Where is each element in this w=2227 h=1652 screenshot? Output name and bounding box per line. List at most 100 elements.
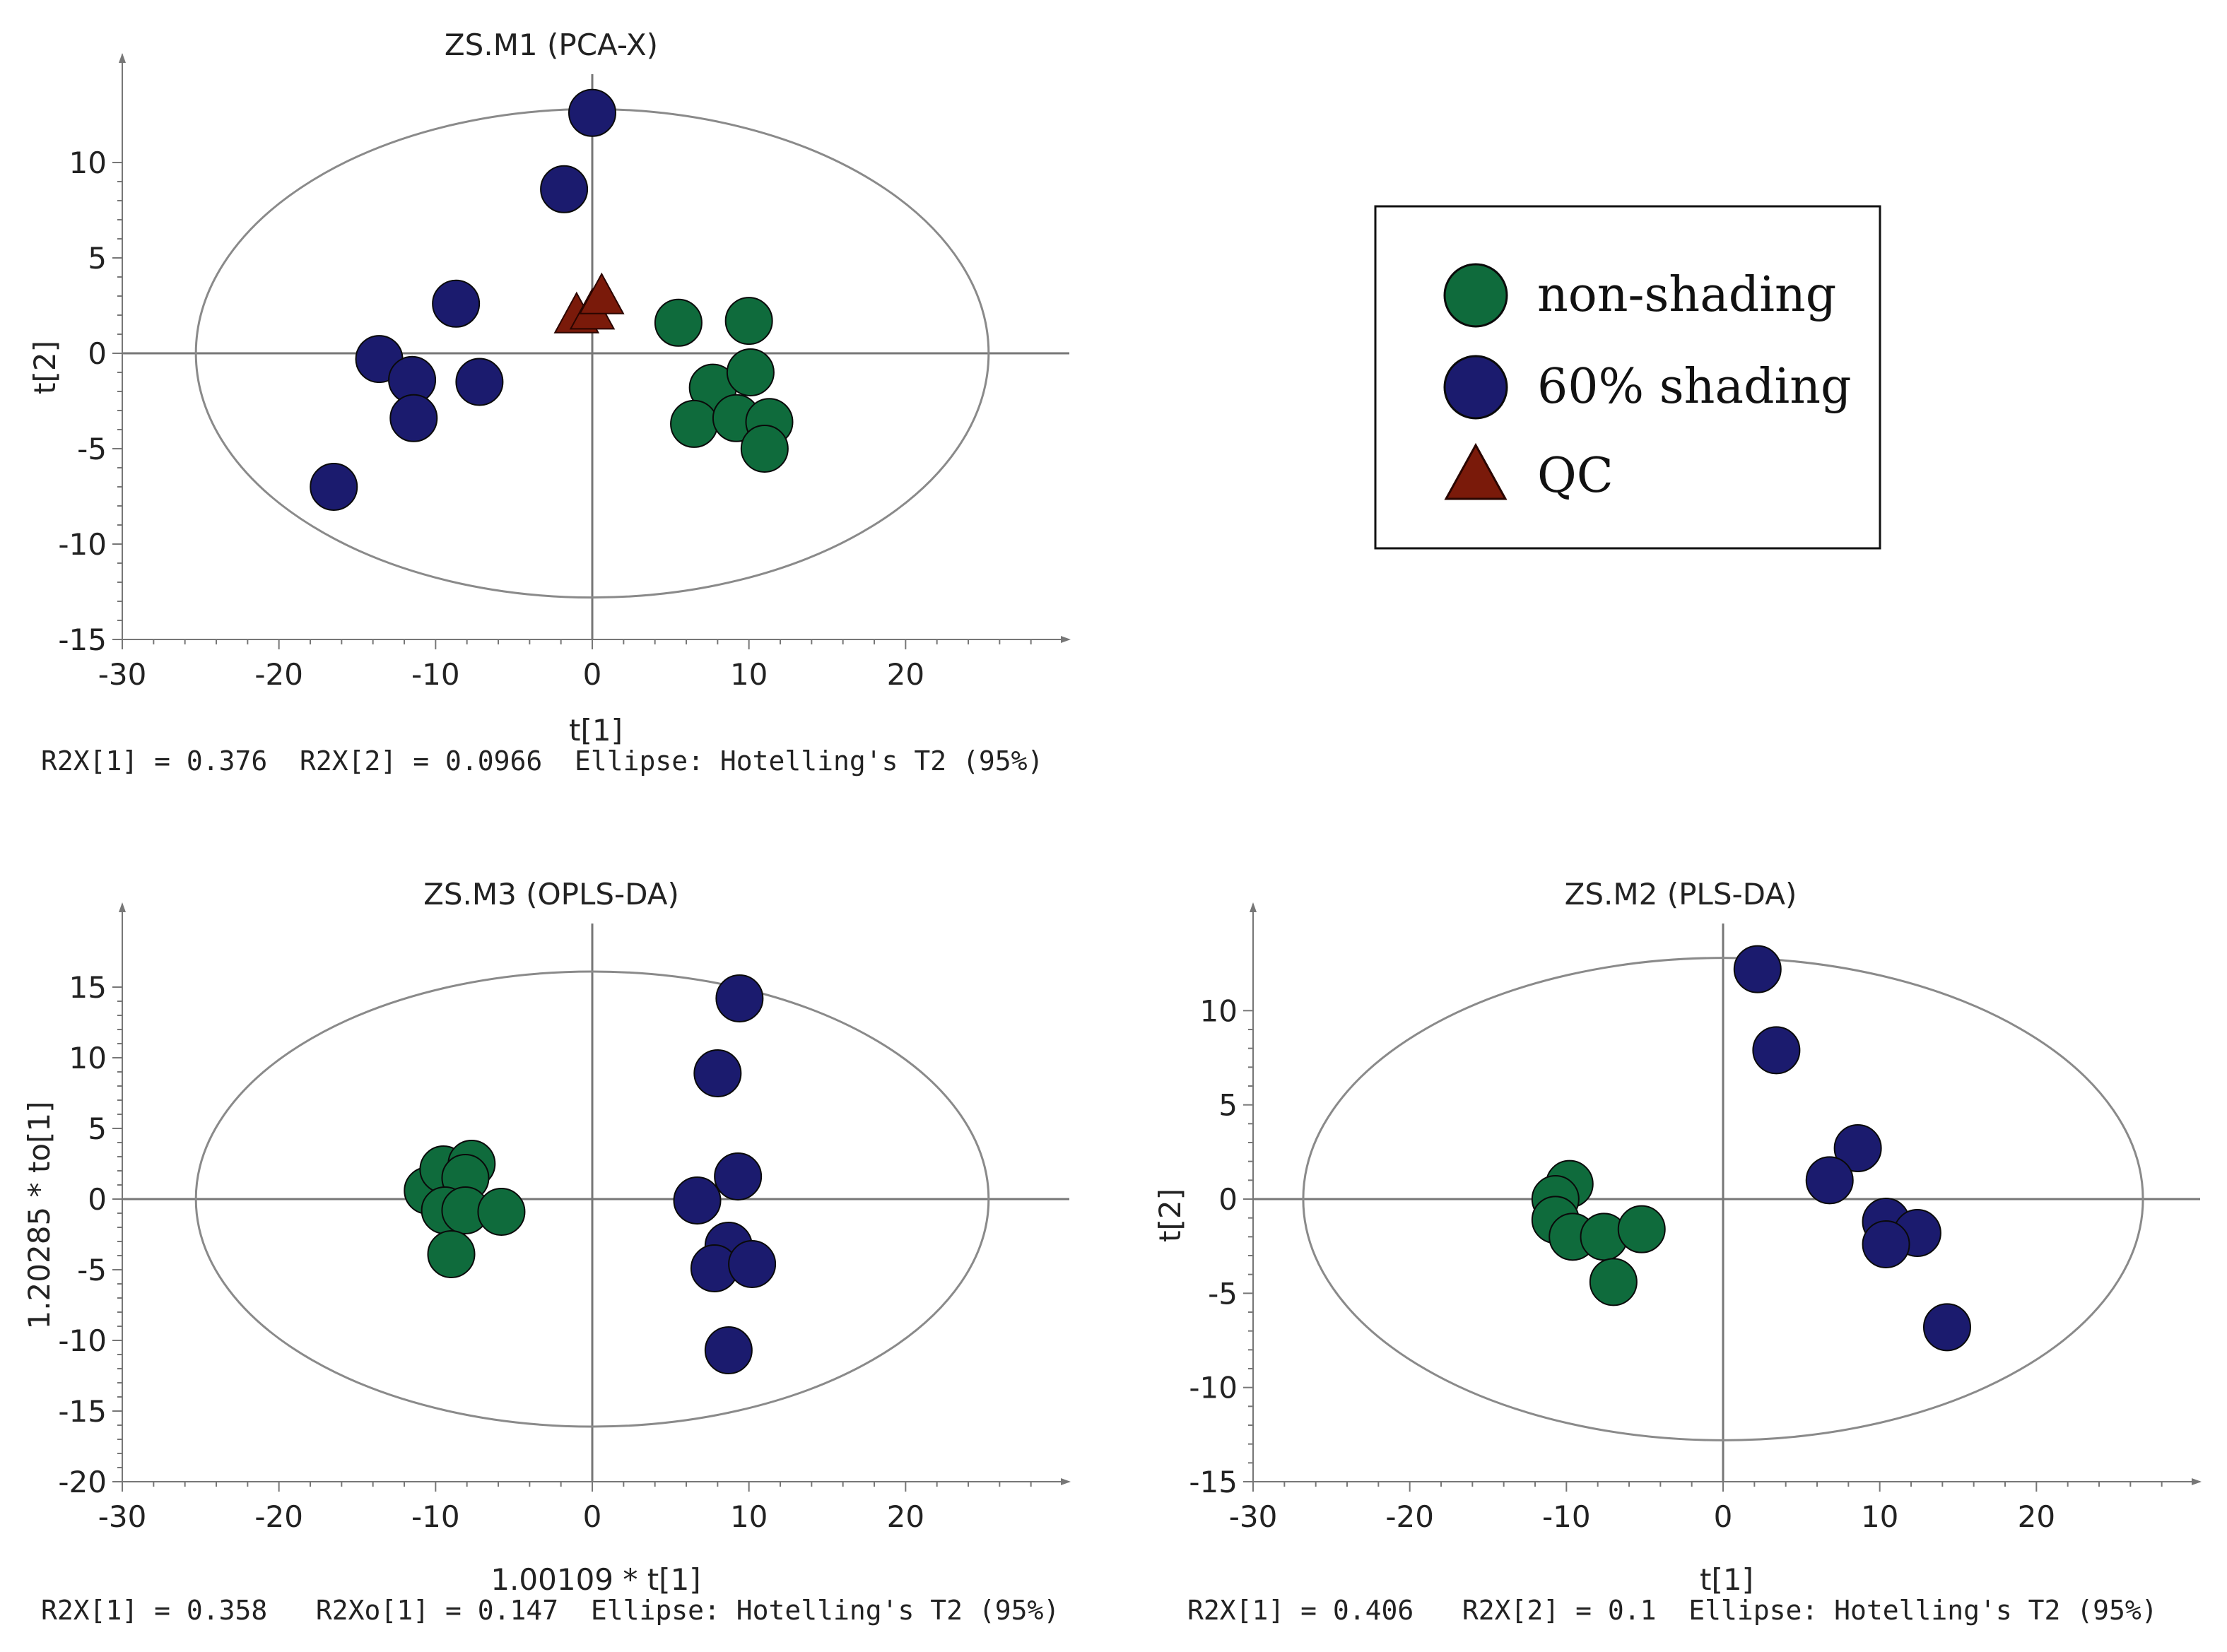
y-tick-label: 15 xyxy=(69,970,107,1005)
x-tick-label: 10 xyxy=(730,657,768,692)
pca-title: ZS.M1 (PCA-X) xyxy=(445,28,658,62)
point-shading-60 xyxy=(1733,945,1782,993)
legend-qc-label: QC xyxy=(1537,448,1614,504)
plsda-footer: R2X[1] = 0.406 R2X[2] = 0.1 Ellipse: Hot… xyxy=(1187,1595,2158,1626)
hotelling-ellipse xyxy=(1302,957,2144,1441)
plsda-chart: ZS.M2 (PLS-DA) -15 -10 -5 0 5 10 -30 -20 -10 0 10 2… xyxy=(1153,877,2202,1626)
point-shading-60 xyxy=(728,1240,777,1288)
plsda-y-label: t[2] xyxy=(1153,1188,1187,1242)
x-tick-label: -30 xyxy=(1229,1499,1278,1534)
pca-ticks: -15 -10 -5 0 5 10 -30 -20 -10 0 10 20 xyxy=(58,146,1032,692)
pca-chart: ZS.M1 (PCA-X) -15 -10 -5 0 5 10 -30 -20 -10 0 10 20… xyxy=(28,28,1071,777)
point-non-shading xyxy=(670,399,719,448)
x-tick-label: 20 xyxy=(2018,1499,2055,1534)
oplsda-points xyxy=(404,974,777,1374)
plsda-title: ZS.M2 (PLS-DA) xyxy=(1565,877,1797,911)
point-shading-60 xyxy=(704,1326,753,1374)
point-non-shading xyxy=(654,298,703,347)
x-tick-label: 20 xyxy=(887,657,924,692)
x-tick-label: -10 xyxy=(411,657,460,692)
pca-x-label: t[1] xyxy=(569,713,623,748)
point-shading-60 xyxy=(1922,1303,1971,1352)
point-non-shading xyxy=(427,1230,476,1278)
x-tick-label: 10 xyxy=(730,1499,768,1534)
y-tick-label: -15 xyxy=(58,1394,107,1429)
point-qc xyxy=(579,272,625,314)
y-tick-label: 10 xyxy=(69,146,107,180)
x-tick-label: -30 xyxy=(98,1499,147,1534)
point-non-shading xyxy=(726,348,775,396)
x-tick-label: 10 xyxy=(1861,1499,1898,1534)
y-tick-label: -5 xyxy=(77,1253,107,1287)
y-tick-label: 0 xyxy=(1218,1182,1238,1217)
plsda-x-label: t[1] xyxy=(1700,1562,1753,1597)
pca-footer: R2X[1] = 0.376 R2X[2] = 0.0966 Ellipse: … xyxy=(41,745,1043,777)
x-tick-label: -30 xyxy=(98,657,147,692)
point-non-shading xyxy=(724,297,773,346)
plsda-points xyxy=(1531,945,1971,1352)
point-shading-60 xyxy=(715,974,764,1022)
y-tick-label: -10 xyxy=(58,1323,107,1358)
y-tick-label: 5 xyxy=(88,241,107,276)
point-shading-60 xyxy=(693,1049,742,1097)
y-tick-label: -10 xyxy=(1189,1371,1238,1405)
y-tick-label: 0 xyxy=(88,1182,107,1217)
y-tick-label: -5 xyxy=(77,432,107,466)
point-shading-60 xyxy=(432,279,481,328)
x-tick-label: 0 xyxy=(1714,1499,1733,1534)
legend-non-shading-marker xyxy=(1443,263,1508,328)
y-tick-label: -10 xyxy=(58,527,107,562)
y-tick-label: 5 xyxy=(88,1111,107,1146)
x-tick-label: -20 xyxy=(1385,1499,1434,1534)
point-shading-60 xyxy=(455,358,504,406)
pca-axes xyxy=(119,53,1071,643)
oplsda-y-label: 1.20285 * to[1] xyxy=(22,1101,57,1329)
x-tick-label: 0 xyxy=(583,1499,602,1534)
point-shading-60 xyxy=(310,463,358,511)
point-shading-60 xyxy=(1862,1220,1910,1268)
y-tick-label: 0 xyxy=(88,336,107,371)
y-tick-label: 5 xyxy=(1218,1088,1238,1123)
legend: non-shading 60% shading QC xyxy=(1374,205,1881,550)
y-tick-label: 10 xyxy=(1200,993,1238,1028)
point-shading-60 xyxy=(714,1152,763,1200)
legend-non-shading-label: non-shading xyxy=(1537,267,1836,323)
point-non-shading xyxy=(1617,1205,1666,1253)
point-shading-60 xyxy=(540,165,589,213)
x-tick-label: -10 xyxy=(411,1499,460,1534)
x-tick-label: -20 xyxy=(254,1499,303,1534)
y-tick-label: -15 xyxy=(1189,1465,1238,1499)
oplsda-footer: R2X[1] = 0.358 R2Xo[1] = 0.147 Ellipse: … xyxy=(41,1595,1059,1626)
point-non-shading xyxy=(740,425,789,473)
x-tick-label: 0 xyxy=(583,657,602,692)
pca-points xyxy=(310,88,794,511)
y-tick-label: -20 xyxy=(58,1465,107,1499)
x-tick-label: 20 xyxy=(887,1499,924,1534)
point-shading-60 xyxy=(389,394,438,442)
legend-shading-marker xyxy=(1443,355,1508,420)
y-tick-label: -15 xyxy=(58,623,107,657)
x-tick-label: -10 xyxy=(1542,1499,1591,1534)
oplsda-title: ZS.M3 (OPLS-DA) xyxy=(423,877,679,911)
oplsda-x-label: 1.00109 * t[1] xyxy=(490,1562,700,1597)
point-non-shading xyxy=(1589,1258,1638,1306)
point-non-shading xyxy=(477,1188,526,1236)
y-tick-label: -5 xyxy=(1208,1276,1238,1311)
oplsda-axes xyxy=(119,902,1071,1485)
point-shading-60 xyxy=(1752,1026,1801,1075)
hotelling-ellipse xyxy=(194,970,990,1428)
pca-y-label: t[2] xyxy=(28,341,62,394)
plsda-axes xyxy=(1250,902,2202,1485)
x-tick-label: -20 xyxy=(254,657,303,692)
legend-qc-marker xyxy=(1444,442,1508,500)
plsda-ticks: -15 -10 -5 0 5 10 -30 -20 -10 0 10 20 xyxy=(1189,993,2163,1534)
point-shading-60 xyxy=(1833,1124,1882,1172)
y-tick-label: 10 xyxy=(69,1041,107,1075)
legend-shading-label: 60% shading xyxy=(1537,359,1852,415)
point-shading-60 xyxy=(1805,1156,1854,1205)
point-shading-60 xyxy=(568,88,616,137)
point-shading-60 xyxy=(673,1176,722,1225)
